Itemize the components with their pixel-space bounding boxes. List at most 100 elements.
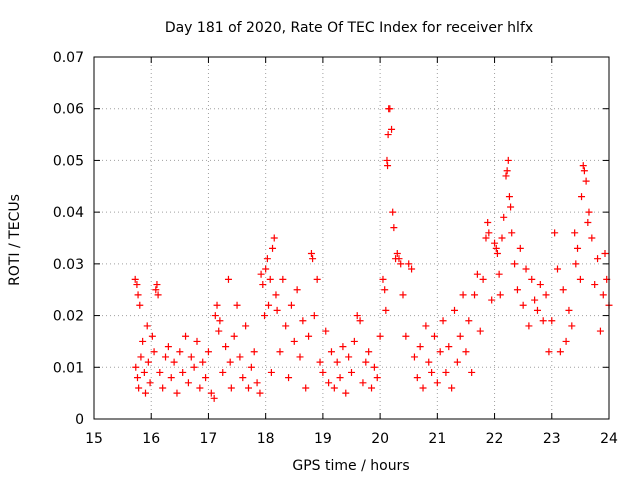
data-point	[591, 281, 599, 289]
data-point	[568, 322, 576, 330]
data-point	[182, 332, 190, 340]
data-point	[384, 162, 392, 170]
data-point	[448, 384, 456, 392]
x-tick-labels: 15 16 17 18 19 20 21 22 23 24	[85, 431, 618, 447]
data-point	[179, 368, 187, 376]
data-point	[578, 193, 586, 201]
data-point	[370, 363, 378, 371]
data-point	[233, 301, 241, 309]
data-point	[545, 348, 553, 356]
data-point	[131, 275, 139, 283]
data-point	[135, 384, 143, 392]
data-point	[247, 363, 255, 371]
data-point	[582, 177, 590, 185]
data-point	[430, 332, 438, 340]
data-point	[574, 244, 582, 252]
data-point	[154, 291, 162, 299]
x-tick-label: 20	[371, 431, 389, 447]
data-point	[356, 317, 364, 325]
data-point	[276, 348, 284, 356]
data-point	[148, 332, 156, 340]
x-axis-label: GPS time / hours	[292, 458, 409, 474]
data-point	[471, 291, 479, 299]
data-point	[468, 368, 476, 376]
data-point	[596, 327, 604, 335]
x-tick-label: 18	[257, 431, 275, 447]
y-tick-label: 0.03	[53, 257, 84, 273]
data-point	[585, 208, 593, 216]
data-point	[496, 291, 504, 299]
data-point	[500, 213, 508, 221]
data-point	[146, 379, 154, 387]
data-point	[302, 384, 310, 392]
data-point	[222, 343, 230, 351]
data-point	[256, 389, 264, 397]
data-point	[187, 353, 195, 361]
x-tick-label: 21	[428, 431, 446, 447]
data-point	[388, 125, 396, 133]
data-point	[571, 229, 579, 237]
data-point	[285, 374, 293, 382]
data-point	[353, 312, 361, 320]
data-point	[279, 275, 287, 283]
data-point	[325, 379, 333, 387]
data-point	[173, 389, 181, 397]
x-tick-label: 22	[486, 431, 504, 447]
data-point	[410, 353, 418, 361]
data-point	[216, 317, 224, 325]
data-point	[451, 306, 458, 314]
data-point	[505, 193, 513, 201]
data-point	[502, 172, 510, 180]
y-tick-label: 0.05	[53, 153, 84, 169]
data-point	[226, 358, 234, 366]
data-point	[536, 281, 544, 289]
data-point	[542, 291, 550, 299]
x-tick-label: 15	[85, 431, 103, 447]
data-point	[245, 384, 252, 392]
data-point	[213, 301, 221, 309]
data-point	[584, 218, 592, 226]
data-point	[436, 348, 444, 356]
data-point	[159, 384, 167, 392]
y-axis-label: ROTI / TECUs	[7, 194, 23, 286]
data-point	[442, 368, 450, 376]
axis-ticks	[93, 56, 610, 420]
data-point	[386, 105, 394, 113]
data-point	[533, 306, 541, 314]
data-points	[131, 105, 613, 402]
data-point	[504, 156, 512, 164]
data-point	[219, 368, 227, 376]
y-tick-label: 0.02	[53, 309, 84, 325]
data-point	[433, 379, 441, 387]
data-point	[269, 244, 277, 252]
gridlines	[94, 57, 609, 419]
data-point	[484, 218, 492, 226]
data-point	[137, 353, 145, 361]
data-point	[488, 296, 496, 304]
data-point	[257, 270, 265, 278]
data-point	[519, 301, 527, 309]
data-point	[263, 255, 271, 263]
data-point	[190, 363, 198, 371]
data-point	[287, 301, 295, 309]
y-tick-label: 0.07	[53, 50, 84, 66]
data-point	[393, 250, 401, 258]
data-point	[224, 275, 232, 283]
data-point	[350, 337, 358, 345]
data-point	[402, 332, 410, 340]
data-point	[498, 234, 506, 242]
data-point	[419, 384, 427, 392]
data-point	[572, 260, 580, 268]
data-point	[511, 260, 519, 268]
data-point	[162, 353, 170, 361]
data-point	[485, 229, 493, 237]
y-tick-labels: 0 0.01 0.02 0.03 0.04 0.05 0.06 0.07	[53, 50, 84, 428]
data-point	[142, 389, 149, 397]
data-point	[204, 348, 212, 356]
data-point	[453, 358, 461, 366]
data-point	[601, 250, 609, 258]
data-point	[399, 291, 407, 299]
data-point	[493, 250, 501, 258]
data-point	[439, 317, 447, 325]
data-point	[465, 317, 473, 325]
